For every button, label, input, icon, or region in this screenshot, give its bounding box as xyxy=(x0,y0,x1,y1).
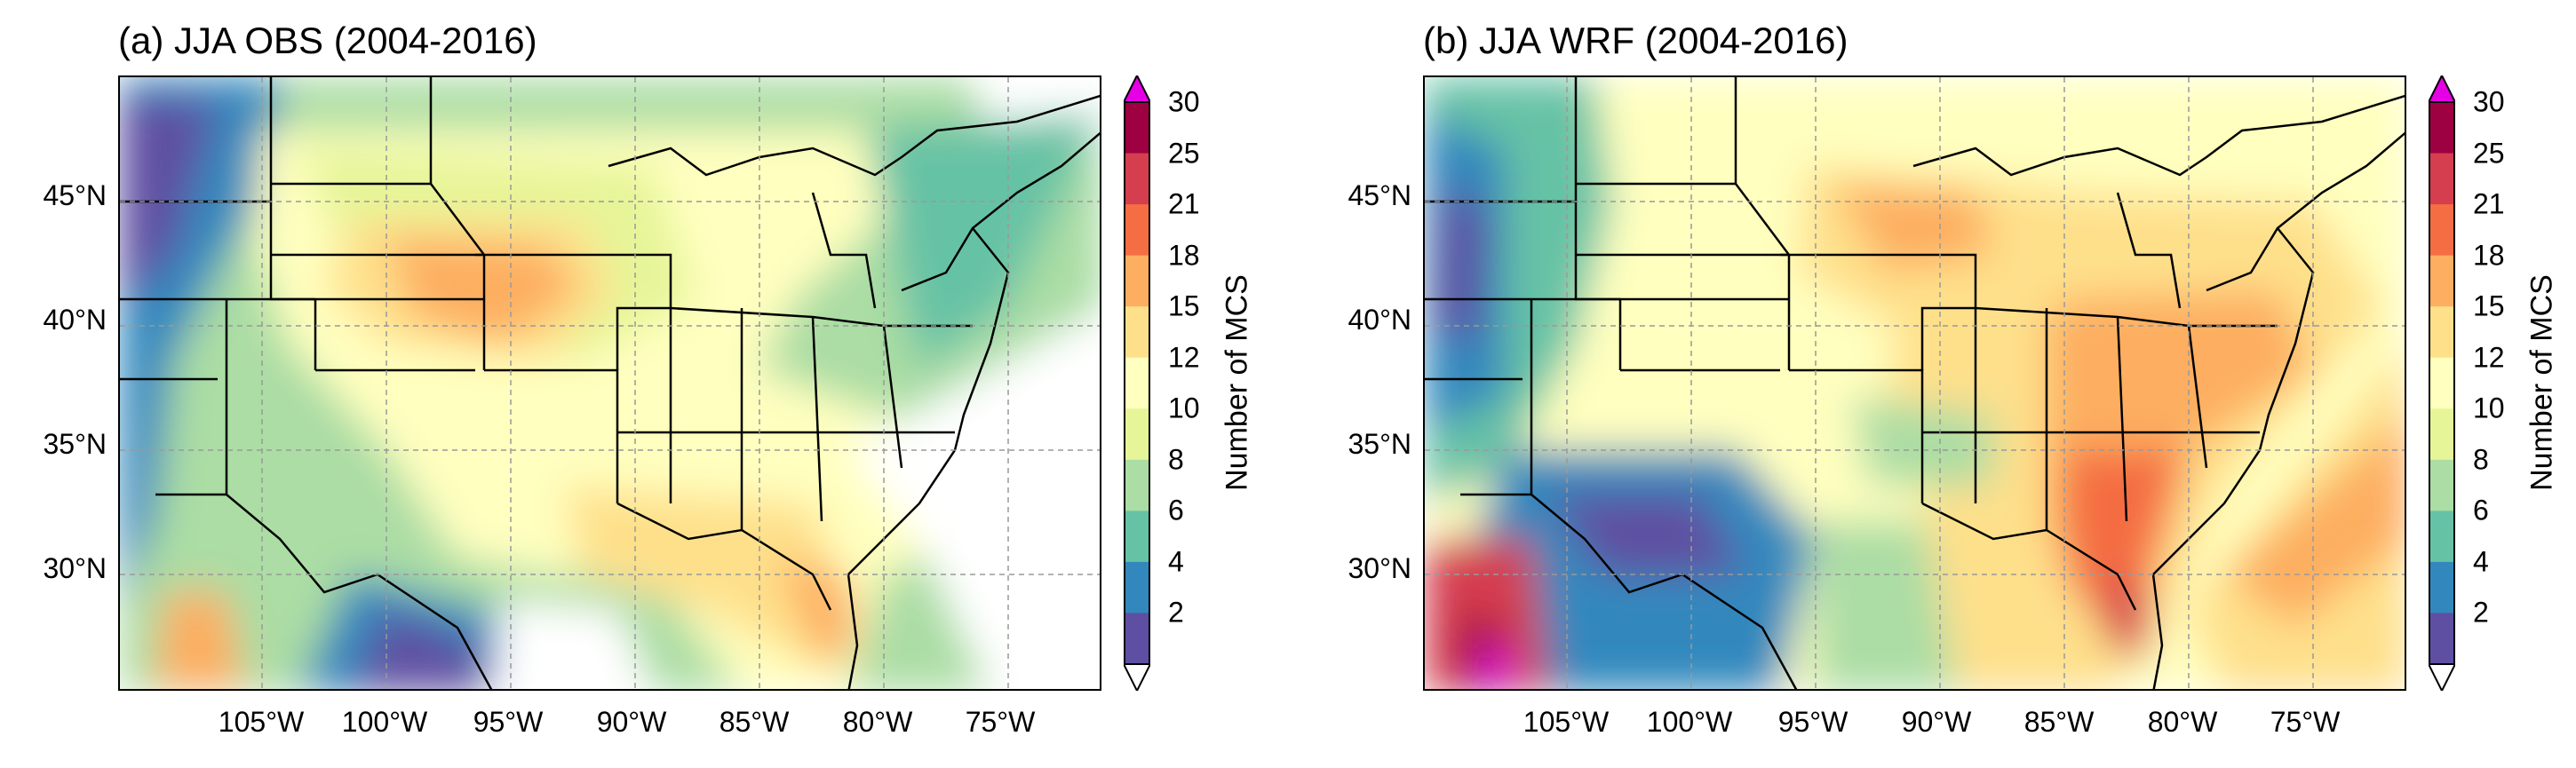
colorbar-tick-label: 30 xyxy=(2473,85,2505,118)
lat-label-45n: 45°N xyxy=(1348,179,1412,211)
colorbar-segment xyxy=(2429,408,2455,461)
lon-label-105w: 105°W xyxy=(218,706,305,738)
lon-label-75w: 75°W xyxy=(2270,706,2341,738)
lat-label-45n: 45°N xyxy=(43,179,107,211)
colorbar-under-arrow xyxy=(1124,663,1150,691)
state-borders-obs xyxy=(120,77,1100,689)
colorbar-tick-label: 25 xyxy=(1168,137,1200,170)
lon-label-95w: 95°W xyxy=(1777,706,1849,738)
map-obs-svg xyxy=(120,77,1100,689)
colorbar-tick-label: 15 xyxy=(1168,289,1200,322)
colorbar-tick-label: 12 xyxy=(2473,341,2505,374)
colorbar-tick-label: 25 xyxy=(2473,137,2505,170)
colorbar-tick-label: 4 xyxy=(1168,545,1184,578)
colorbar-tick-label: 12 xyxy=(1168,341,1200,374)
colorbar-segment xyxy=(2429,459,2455,511)
panel-title: (b) JJA WRF (2004-2016) xyxy=(1423,20,1849,61)
colorbar-tick-label: 8 xyxy=(1168,443,1184,476)
lon-label-100w: 100°W xyxy=(1646,706,1733,738)
map-wrf-svg xyxy=(1425,77,2405,689)
panel-obs: (a) JJA OBS (2004-2016) xyxy=(43,20,1254,738)
colorbar-over-arrow xyxy=(2429,75,2455,103)
colorbar-segment xyxy=(2429,153,2455,205)
colorbar-segments xyxy=(2429,75,2455,691)
lat-label-30n: 30°N xyxy=(1348,552,1412,584)
panel-title: (a) JJA OBS (2004-2016) xyxy=(118,20,537,61)
map-obs xyxy=(118,75,1101,691)
lat-label-35n: 35°N xyxy=(1348,428,1412,460)
lon-label-105w: 105°W xyxy=(1523,706,1610,738)
colorbar-segment xyxy=(1124,408,1150,461)
lon-label-85w: 85°W xyxy=(719,706,790,738)
colorbar-segment xyxy=(1124,306,1150,359)
colorbar-obs xyxy=(1124,75,1150,691)
colorbar-under-arrow xyxy=(2429,663,2455,691)
lon-label-85w: 85°W xyxy=(2023,706,2095,738)
colorbar-tick-label: 18 xyxy=(2473,239,2505,272)
colorbar-segment xyxy=(1124,255,1150,307)
lat-label-30n: 30°N xyxy=(43,552,107,584)
colorbar-segment xyxy=(2429,511,2455,563)
lon-label-90w: 90°W xyxy=(1901,706,1972,738)
colorbar-segment xyxy=(2429,255,2455,307)
colorbar-tick-label: 2 xyxy=(1168,596,1184,629)
colorbar-segment xyxy=(1124,204,1150,257)
colorbar-tick-label: 15 xyxy=(2473,289,2505,322)
colorbar-segment xyxy=(2429,102,2455,154)
colorbar-tick-label: 21 xyxy=(1168,187,1200,220)
colorbar-wrf xyxy=(2429,75,2455,691)
colorbar-segment xyxy=(2429,613,2455,665)
mcs-field-wrf xyxy=(1425,77,2405,689)
colorbar-tick-label: 8 xyxy=(2473,443,2489,476)
colorbar-tick-label: 4 xyxy=(2473,545,2489,578)
colorbar-segment xyxy=(1124,357,1150,409)
colorbar-over-arrow xyxy=(1124,75,1150,103)
colorbar-segment xyxy=(1124,561,1150,614)
lon-label-80w: 80°W xyxy=(2147,706,2218,738)
colorbar-tick-label: 2 xyxy=(2473,596,2489,629)
lat-label-40n: 40°N xyxy=(43,304,107,336)
colorbar-title: Number of MCS xyxy=(2524,274,2559,491)
colorbar-segment xyxy=(1124,613,1150,665)
colorbar-tick-label: 10 xyxy=(2473,392,2505,424)
colorbar-segment xyxy=(1124,511,1150,563)
mcs-field-obs xyxy=(120,77,1100,689)
colorbar-tick-label: 10 xyxy=(1168,392,1200,424)
colorbar-segment xyxy=(2429,357,2455,409)
lon-label-75w: 75°W xyxy=(965,706,1036,738)
colorbar-tick-label: 6 xyxy=(1168,494,1184,527)
lat-label-35n: 35°N xyxy=(43,428,107,460)
state-borders-wrf xyxy=(1425,77,2405,689)
lon-label-90w: 90°W xyxy=(596,706,667,738)
colorbar-segment xyxy=(2429,561,2455,614)
colorbar-tick-label: 21 xyxy=(2473,187,2505,220)
lon-label-80w: 80°W xyxy=(842,706,913,738)
lon-label-100w: 100°W xyxy=(341,706,428,738)
colorbar-segments xyxy=(1124,75,1150,691)
graticule-obs xyxy=(120,77,1100,689)
graticule-wrf xyxy=(1425,77,2405,689)
panel-wrf: (b) JJA WRF (2004-2016) xyxy=(1288,0,2576,768)
colorbar-segment xyxy=(2429,204,2455,257)
colorbar-tick-label: 6 xyxy=(2473,494,2489,527)
colorbar-segment xyxy=(1124,459,1150,511)
colorbar-tick-label: 18 xyxy=(1168,239,1200,272)
map-wrf xyxy=(1423,75,2406,691)
lon-label-95w: 95°W xyxy=(473,706,544,738)
colorbar-title: Number of MCS xyxy=(1220,274,1254,491)
colorbar-tick-label: 30 xyxy=(1168,85,1200,118)
colorbar-segment xyxy=(1124,102,1150,154)
colorbar-segment xyxy=(2429,306,2455,359)
colorbar-segment xyxy=(1124,153,1150,205)
lat-label-40n: 40°N xyxy=(1348,304,1412,336)
